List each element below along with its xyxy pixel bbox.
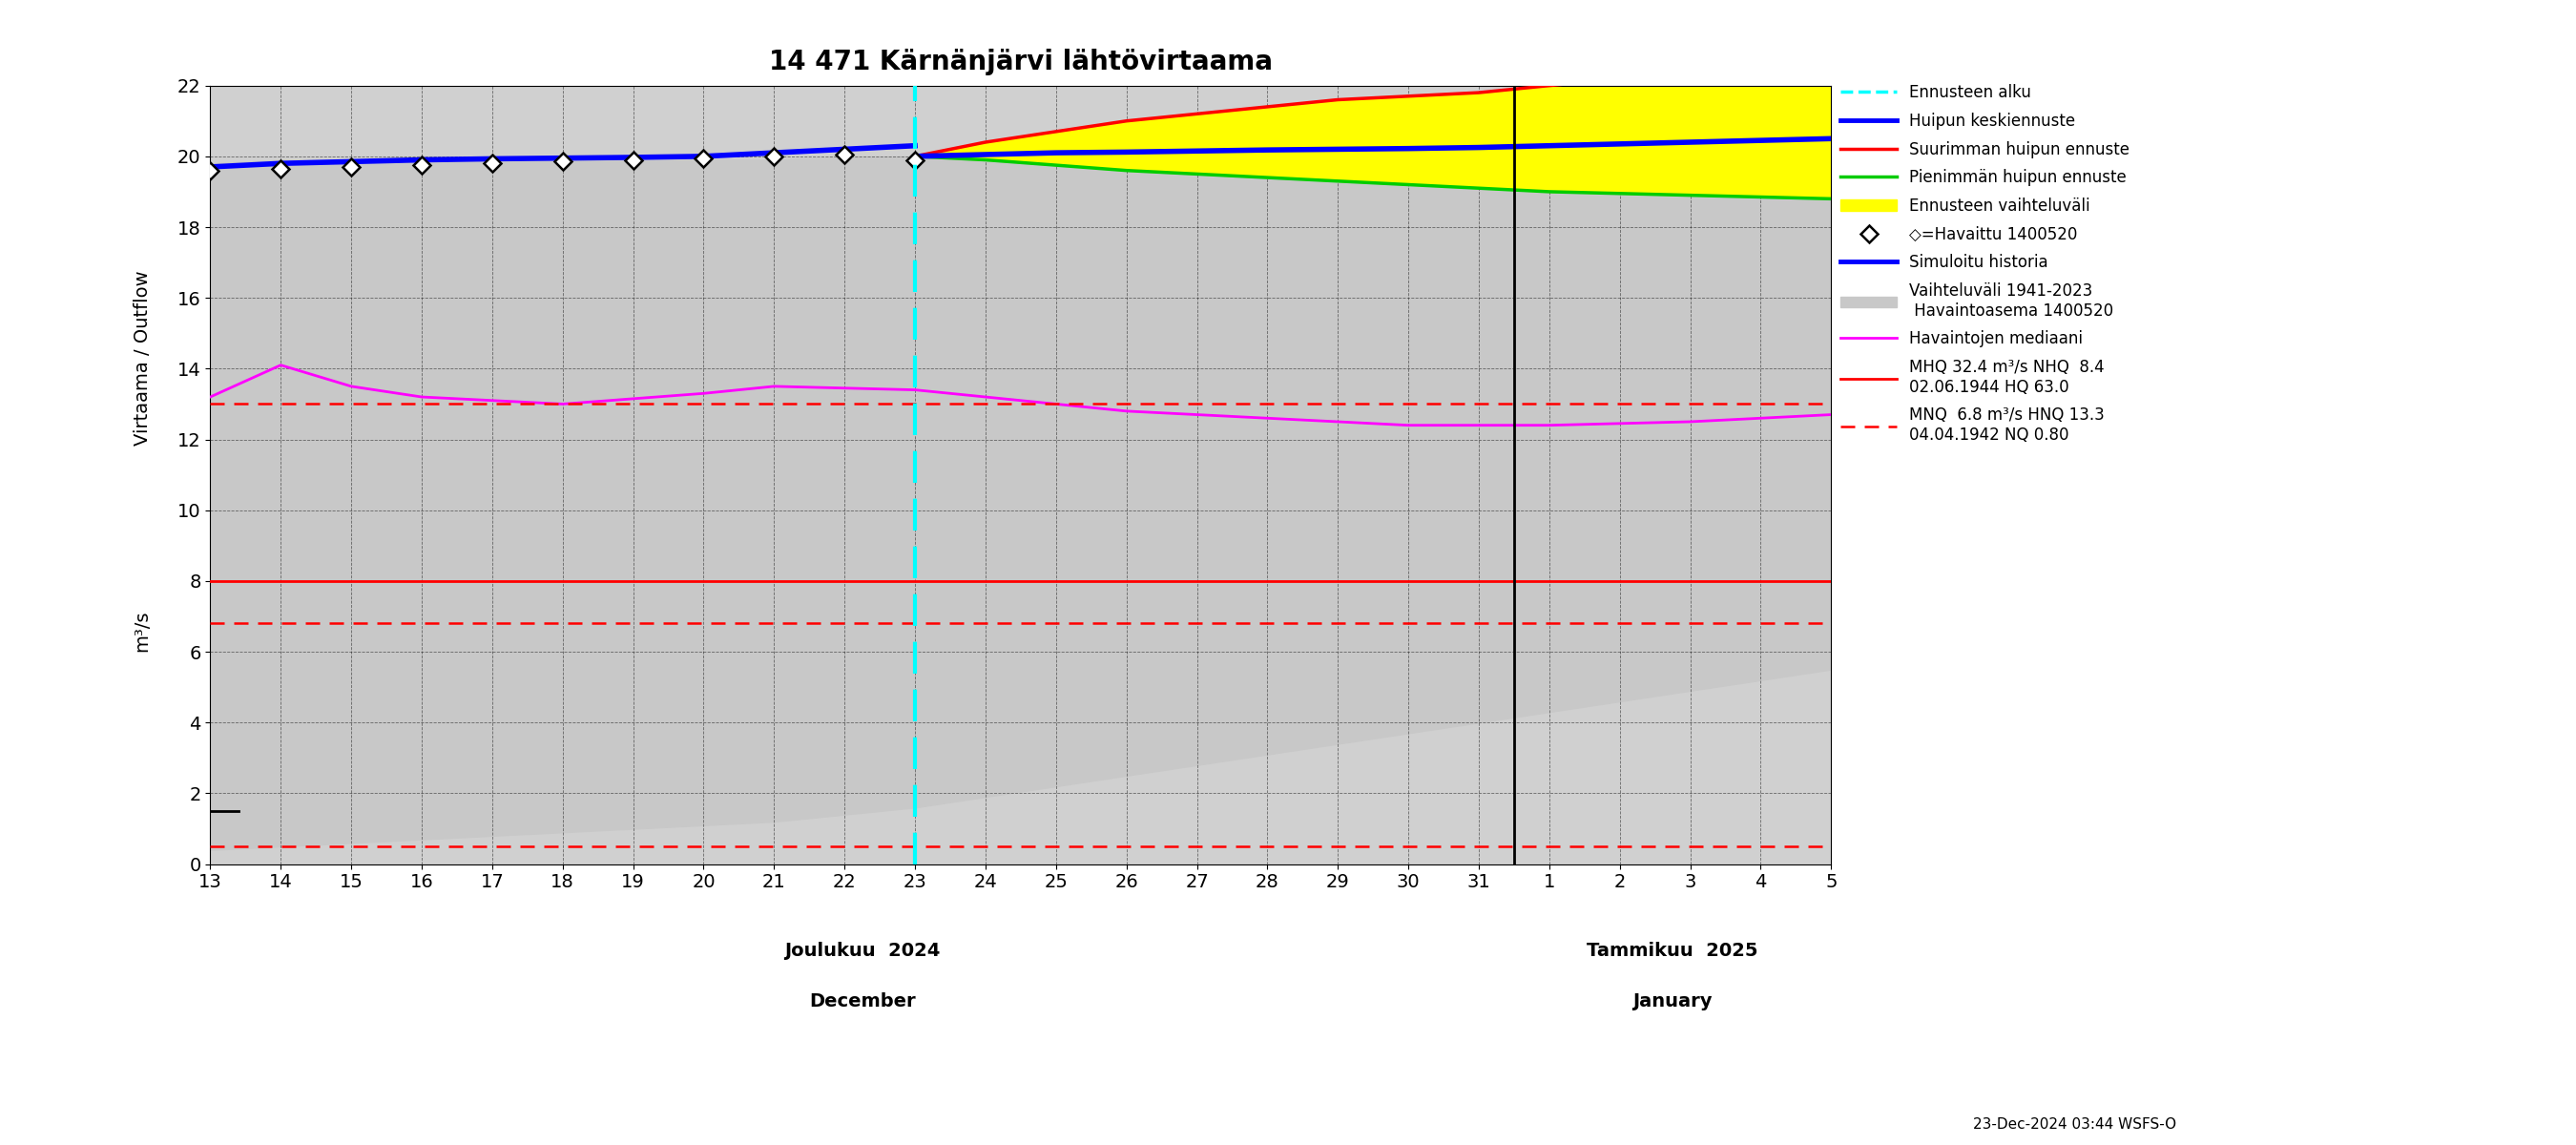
Text: 23-Dec-2024 03:44 WSFS-O: 23-Dec-2024 03:44 WSFS-O [1973,1118,2177,1131]
Legend: Ennusteen alku, Huipun keskiennuste, Suurimman huipun ennuste, Pienimmän huipun : Ennusteen alku, Huipun keskiennuste, Suu… [1834,78,2136,450]
Text: Tammikuu  2025: Tammikuu 2025 [1587,942,1759,960]
Text: m³/s: m³/s [134,610,152,652]
Title: 14 471 Kärnänjärvi lähtövirtaama: 14 471 Kärnänjärvi lähtövirtaama [768,48,1273,76]
Text: Virtaama / Outflow: Virtaama / Outflow [134,270,152,445]
Text: December: December [809,993,914,1011]
Text: January: January [1633,993,1713,1011]
Text: Joulukuu  2024: Joulukuu 2024 [783,942,940,960]
